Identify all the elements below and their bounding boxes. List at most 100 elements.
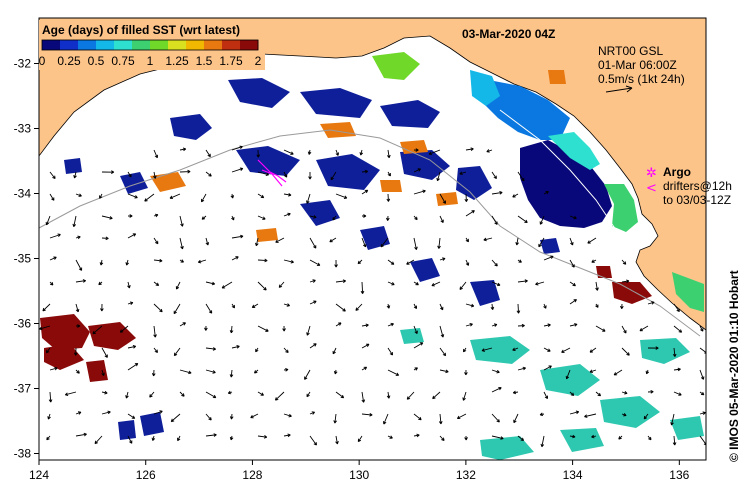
velocity-arrow-290	[539, 412, 545, 417]
velocity-arrow-120	[75, 279, 86, 283]
velocity-arrow-95	[587, 237, 597, 244]
x-tick-label-4: 132	[456, 468, 476, 482]
velocity-arrow-175	[257, 325, 269, 332]
velocity-arrow-152	[309, 300, 317, 305]
velocity-arrow-144	[100, 303, 104, 312]
velocity-arrow-311	[413, 433, 420, 438]
velocity-arrow-138	[535, 281, 545, 286]
velocity-arrow-37	[144, 193, 155, 202]
velocity-arrow-66	[385, 215, 390, 221]
x-tick-label-5: 134	[563, 468, 583, 482]
velocity-arrow-6	[307, 149, 312, 155]
velocity-arrow-255	[306, 391, 311, 398]
argo-legend-line3: to 03/03-12Z	[663, 193, 731, 207]
velocity-arrow-84	[309, 237, 317, 249]
velocity-arrow-151	[283, 303, 291, 307]
velocity-arrow-111	[439, 257, 446, 261]
velocity-arrow-130	[335, 279, 346, 283]
velocity-arrow-287	[456, 413, 467, 420]
velocity-arrow-36	[127, 193, 138, 199]
velocity-arrow-57	[153, 213, 159, 218]
coast-track-line	[499, 109, 617, 231]
velocity-arrow-25	[330, 171, 337, 181]
velocity-arrow-150	[251, 303, 259, 308]
velocity-arrow-121	[98, 281, 103, 286]
argo-marker-icon: ✲	[646, 166, 657, 181]
colorbar-tick-label-0: 0	[39, 54, 46, 68]
velocity-arrow-103	[231, 256, 239, 261]
velocity-arrow-78	[153, 237, 159, 245]
velocity-arrow-3	[231, 145, 243, 151]
x-tick-label-2: 128	[242, 468, 262, 482]
velocity-arrow-105	[283, 259, 294, 264]
velocity-arrow-55	[101, 215, 113, 220]
velocity-arrow-244	[699, 369, 705, 380]
sst-patch-0f	[372, 52, 420, 80]
velocity-arrow-263	[512, 390, 519, 395]
velocity-arrow-239	[565, 369, 571, 380]
x-tick-label-3: 130	[349, 468, 369, 482]
velocity-arrow-153	[335, 303, 346, 312]
velocity-arrow-199	[205, 347, 217, 351]
velocity-arrow-214	[589, 347, 597, 353]
velocity-arrow-20	[205, 171, 212, 177]
velocity-arrow-0	[153, 149, 159, 159]
velocity-arrow-80	[205, 237, 210, 246]
velocity-arrow-102	[197, 259, 207, 264]
velocity-arrow-10	[413, 148, 419, 152]
velocity-arrow-265	[569, 391, 575, 397]
velocity-arrow-87	[380, 237, 389, 248]
velocity-arrow-227	[253, 369, 259, 374]
velocity-arrow-270	[699, 391, 705, 396]
sst-teal-patches	[400, 328, 704, 460]
colorbar-swatch-2	[78, 40, 97, 50]
velocity-arrow-86	[361, 237, 367, 248]
velocity-arrow-72	[539, 215, 545, 225]
velocity-arrow-208	[439, 347, 447, 357]
velocity-arrow-23	[283, 171, 288, 178]
velocity-arrow-58	[179, 215, 184, 227]
velocity-arrow-11	[428, 149, 441, 156]
velocity-arrow-40	[230, 193, 235, 199]
velocity-arrow-258	[386, 391, 391, 399]
colorbar-swatch-9	[204, 40, 223, 50]
velocity-arrow-172	[179, 322, 186, 327]
velocity-arrow-17	[127, 171, 132, 178]
velocity-arrow-241	[613, 369, 623, 376]
colorbar-swatch-7	[168, 40, 187, 50]
velocity-arrow-226	[229, 369, 234, 378]
velocity-arrow-147	[173, 303, 181, 315]
colorbar-frame	[41, 39, 259, 51]
velocity-arrow-81	[231, 234, 244, 239]
velocity-arrow-75	[75, 235, 81, 240]
velocity-arrow-260	[432, 391, 441, 400]
velocity-arrow-148	[205, 303, 213, 314]
velocity-arrow-122	[127, 281, 131, 289]
velocity-arrow-9	[387, 149, 391, 159]
velocity-arrow-261	[462, 391, 467, 401]
colorbar-swatch-6	[150, 40, 169, 50]
velocity-arrow-132	[387, 281, 395, 286]
velocity-arrow-155	[386, 303, 391, 309]
velocity-arrow-178	[335, 322, 342, 327]
velocity-arrow-76	[101, 236, 109, 241]
velocity-arrow-77	[127, 233, 137, 239]
velocity-arrow-52	[543, 190, 549, 195]
velocity-arrow-53	[45, 215, 51, 226]
velocity-arrow-294	[643, 413, 649, 420]
velocity-arrow-7	[335, 149, 339, 156]
velocity-arrow-203	[309, 343, 317, 349]
velocity-arrow-281	[309, 411, 316, 415]
velocity-arrow-30	[459, 171, 467, 175]
velocity-arrow-166	[673, 303, 680, 313]
velocity-arrow-104	[257, 258, 268, 263]
velocity-source: NRT00 GSL	[598, 44, 663, 58]
colorbar-tick-label-6: 1.5	[196, 54, 213, 68]
velocity-arrow-240	[589, 369, 597, 374]
velocity-arrow-238	[543, 365, 552, 371]
velocity-arrow-108	[357, 259, 363, 265]
velocity-arrow-158	[465, 303, 475, 308]
velocity-arrow-285	[413, 413, 422, 421]
velocity-arrow-31	[491, 171, 497, 180]
